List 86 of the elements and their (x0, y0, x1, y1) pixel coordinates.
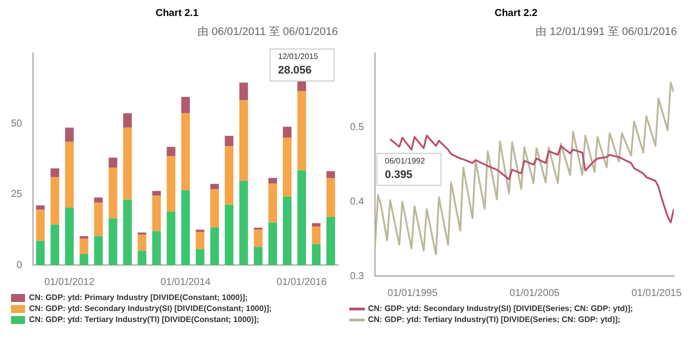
bar (312, 226, 321, 244)
bar (50, 177, 60, 225)
annotation: 0.395 (384, 168, 412, 181)
bar (36, 210, 45, 241)
bar (268, 184, 277, 223)
bar (123, 128, 132, 200)
bar (123, 113, 132, 128)
bar (196, 249, 204, 265)
chart-subtitle: 由 06/01/2011 至 06/01/2016 (196, 25, 339, 40)
bar (297, 91, 306, 170)
y-tick-label: 25 (11, 189, 23, 200)
bar (224, 136, 234, 146)
bar (239, 82, 248, 100)
bar (326, 178, 336, 217)
bar (239, 181, 248, 265)
legend-label: CN: GDP: ytd: Tertiary Industry(TI) [DIVIDE(Series; CN: GDP: ytd)]; (368, 315, 620, 324)
bar (123, 200, 132, 265)
bar (65, 208, 74, 265)
bar (108, 167, 118, 218)
bar (65, 142, 74, 208)
bar (36, 240, 45, 265)
bar (282, 196, 292, 265)
bar (326, 216, 336, 265)
x-tick-label: 01/01/2015 (631, 288, 682, 299)
bar (138, 250, 146, 265)
bar (254, 230, 262, 247)
bar (268, 222, 277, 265)
bar (268, 178, 277, 184)
bar (166, 146, 176, 156)
bar (65, 128, 74, 142)
x-tick-label: 01/01/2005 (510, 288, 560, 299)
bar (152, 231, 161, 265)
bar (80, 254, 88, 265)
bar (108, 218, 118, 265)
x-tick-label: 01/01/1995 (388, 288, 438, 299)
legend-label: CN: GDP: ytd: Primary Industry [DIVIDE(Constant; 1000)]; (29, 293, 248, 302)
y-tick-label: 0.4 (350, 196, 364, 208)
x-tick-label: 01/01/2014 (160, 276, 212, 288)
bar (282, 126, 292, 138)
bar (80, 238, 88, 254)
bar (210, 227, 219, 265)
bar (138, 232, 146, 235)
bar (181, 113, 190, 190)
chart-subtitle: 由 12/01/1991 至 06/01/2016 (534, 25, 678, 40)
bar (312, 223, 321, 227)
annotation: 12/01/2015 (278, 52, 319, 62)
bar (50, 224, 60, 265)
x-tick-label: 01/01/2016 (276, 276, 328, 288)
bar (312, 244, 321, 265)
bar (181, 190, 190, 265)
bar (166, 156, 176, 212)
legend-label: CN: GDP: ytd: Secondary Industry(SI) [DIVIDE(Series; CN: GDP: ytd)]; (368, 304, 633, 314)
bar (50, 168, 60, 178)
bar (94, 236, 103, 265)
bar (254, 246, 262, 265)
chart-title: Chart 2.1 (154, 8, 200, 21)
bar (239, 100, 248, 182)
y-tick-label: 0.3 (350, 270, 364, 282)
annotation: 28.056 (278, 64, 312, 77)
x-tick-label: 01/01/2012 (44, 276, 95, 288)
y-tick-label: 0 (16, 260, 23, 271)
bar (181, 96, 190, 114)
bar (297, 81, 306, 91)
bar (210, 189, 219, 228)
chart-title: Chart 2.2 (494, 8, 538, 21)
bar (282, 138, 292, 197)
bar (152, 196, 161, 232)
bar (94, 197, 103, 203)
bar (326, 171, 336, 178)
bar (108, 158, 118, 168)
bar (138, 234, 146, 251)
bar (166, 212, 176, 265)
legend-label: CN: GDP: ytd: Secondary Industry(SI) [DIVIDE(Constant; 1000)]; (29, 304, 272, 314)
legend-label: CN: GDP: ytd: Tertiary Industry(TI) [DIVIDE(Constant; 1000)]; (29, 315, 260, 324)
y-tick-label: 0.5 (350, 122, 364, 134)
annotation: 06/01/1992 (384, 156, 426, 166)
bar (152, 190, 161, 196)
bar (36, 205, 45, 210)
bar (297, 170, 306, 265)
bar (94, 202, 103, 236)
bar (210, 184, 219, 190)
bar (196, 232, 204, 250)
bar (224, 146, 234, 205)
bar (80, 236, 88, 239)
y-tick-label: 50 (11, 118, 23, 130)
bar (224, 204, 234, 265)
